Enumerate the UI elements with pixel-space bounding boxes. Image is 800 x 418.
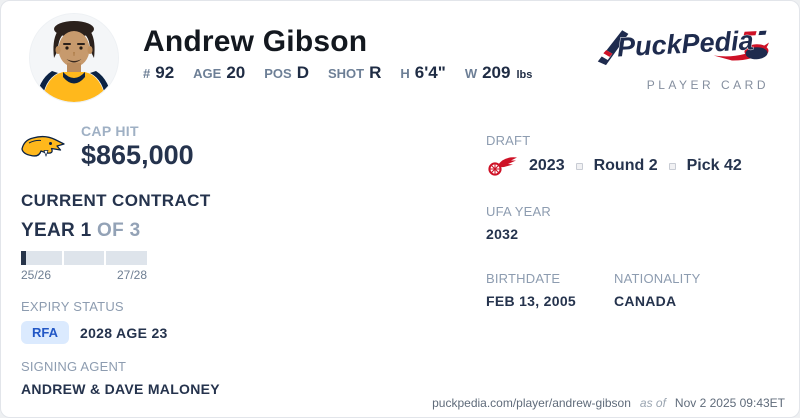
card-body: CAP HIT $865,000 CURRENT CONTRACT YEAR 1… [1, 107, 799, 397]
nationality-value: CANADA [614, 293, 677, 309]
player-identity: Andrew Gibson # 92 AGE 20 POS D SHOT R [143, 25, 532, 83]
signing-agent-value: ANDREW & DAVE MALONEY [21, 381, 220, 397]
stat-value: 92 [155, 63, 175, 82]
puckpedia-logo-icon: PuckPedia [597, 25, 770, 66]
birthdate-label: BIRTHDATE [486, 271, 561, 286]
stat-height: H 6'4" [400, 63, 445, 83]
cap-hit-row: CAP HIT $865,000 [21, 123, 486, 171]
nationality-label: NATIONALITY [614, 271, 701, 286]
nashville-predators-logo-icon [21, 135, 65, 158]
player-name: Andrew Gibson [143, 25, 368, 58]
stat-unit: lbs [516, 69, 533, 81]
contract-year-of: OF 3 [97, 220, 141, 241]
contract-column: CAP HIT $865,000 CURRENT CONTRACT YEAR 1… [21, 123, 486, 397]
stat-age: AGE 20 [193, 63, 245, 83]
stat-label: AGE [193, 66, 222, 81]
player-stats-row: # 92 AGE 20 POS D SHOT R H 6'4" [143, 63, 532, 83]
player-card-subtitle: PLAYER CARD [646, 78, 769, 92]
contract-year-line: YEAR 1 OF 3 [21, 220, 486, 242]
ufa-year-label: UFA YEAR [486, 204, 551, 219]
player-photo [29, 13, 119, 103]
ufa-year-value: 2032 [486, 226, 519, 242]
nationality-block: NATIONALITY CANADA [614, 271, 700, 309]
stat-value: 6'4" [414, 63, 446, 82]
stat-label: W [464, 66, 478, 81]
cap-hit-label: CAP HIT [81, 123, 139, 139]
expiry-status-label: EXPIRY STATUS [21, 299, 124, 314]
stat-label: SHOT [328, 66, 365, 81]
header: Andrew Gibson # 92 AGE 20 POS D SHOT R [1, 1, 799, 107]
stat-shot: SHOT R [328, 63, 381, 83]
player-portrait-illustration [30, 14, 118, 102]
bio-column: DRAFT 2023 Round 2 Pick 42 UFA YEAR 2032 [486, 123, 775, 397]
draft-year: 2023 [529, 157, 565, 174]
contract-end-season: 27/28 [116, 268, 147, 282]
stat-weight: W 209 lbs [465, 63, 533, 83]
detroit-red-wings-logo-icon [488, 157, 517, 176]
timestamp: Nov 2 2025 09:43ET [674, 396, 785, 410]
stat-position: POS D [264, 63, 309, 83]
contract-start-season: 25/26 [21, 268, 52, 282]
stat-value: 209 [482, 63, 511, 82]
contract-progress-bar [21, 251, 148, 265]
contract-bar-labels: 25/26 27/28 [21, 268, 147, 282]
footer: puckpedia.com/player/andrew-gibson as of… [432, 396, 785, 410]
birthdate-nationality-row: BIRTHDATE FEB 13, 2005 NATIONALITY CANAD… [486, 271, 775, 309]
signing-agent-label: SIGNING AGENT [21, 359, 127, 374]
stat-value: D [296, 63, 309, 82]
draft-label: DRAFT [486, 133, 531, 148]
as-of-label: as of [639, 396, 666, 410]
dot-separator-icon [575, 162, 583, 170]
stat-number: # 92 [143, 63, 174, 83]
rfa-status-badge: RFA [21, 321, 69, 344]
ufa-block: UFA YEAR 2032 [486, 204, 775, 242]
expiry-detail: 2028 AGE 23 [80, 324, 168, 341]
expiry-status-row: RFA 2028 AGE 23 [21, 321, 486, 344]
brand-block: PuckPedia PLAYER CARD [593, 17, 775, 92]
dot-separator-icon [668, 162, 676, 170]
contract-year-segment [106, 251, 148, 265]
contract-year-segment [63, 251, 105, 265]
stat-value: R [369, 63, 382, 82]
birthdate-block: BIRTHDATE FEB 13, 2005 [486, 271, 576, 309]
stat-value: 20 [226, 63, 246, 82]
cap-hit-value: $865,000 [81, 140, 194, 170]
current-contract-heading: CURRENT CONTRACT [21, 191, 211, 210]
puckpedia-logo-text: PuckPedia [616, 25, 754, 62]
draft-round: Round 2 [593, 157, 658, 174]
draft-row: 2023 Round 2 Pick 42 [486, 155, 775, 177]
contract-year-current: YEAR 1 [21, 220, 92, 241]
birthdate-value: FEB 13, 2005 [486, 293, 576, 309]
contract-year-segment [21, 251, 62, 265]
cap-hit-block: CAP HIT $865,000 [81, 123, 194, 171]
draft-pick: Pick 42 [686, 157, 742, 174]
stat-label: # [143, 66, 151, 81]
player-page-url[interactable]: puckpedia.com/player/andrew-gibson [432, 396, 631, 410]
stat-label: H [400, 66, 410, 81]
stat-label: POS [264, 66, 292, 81]
